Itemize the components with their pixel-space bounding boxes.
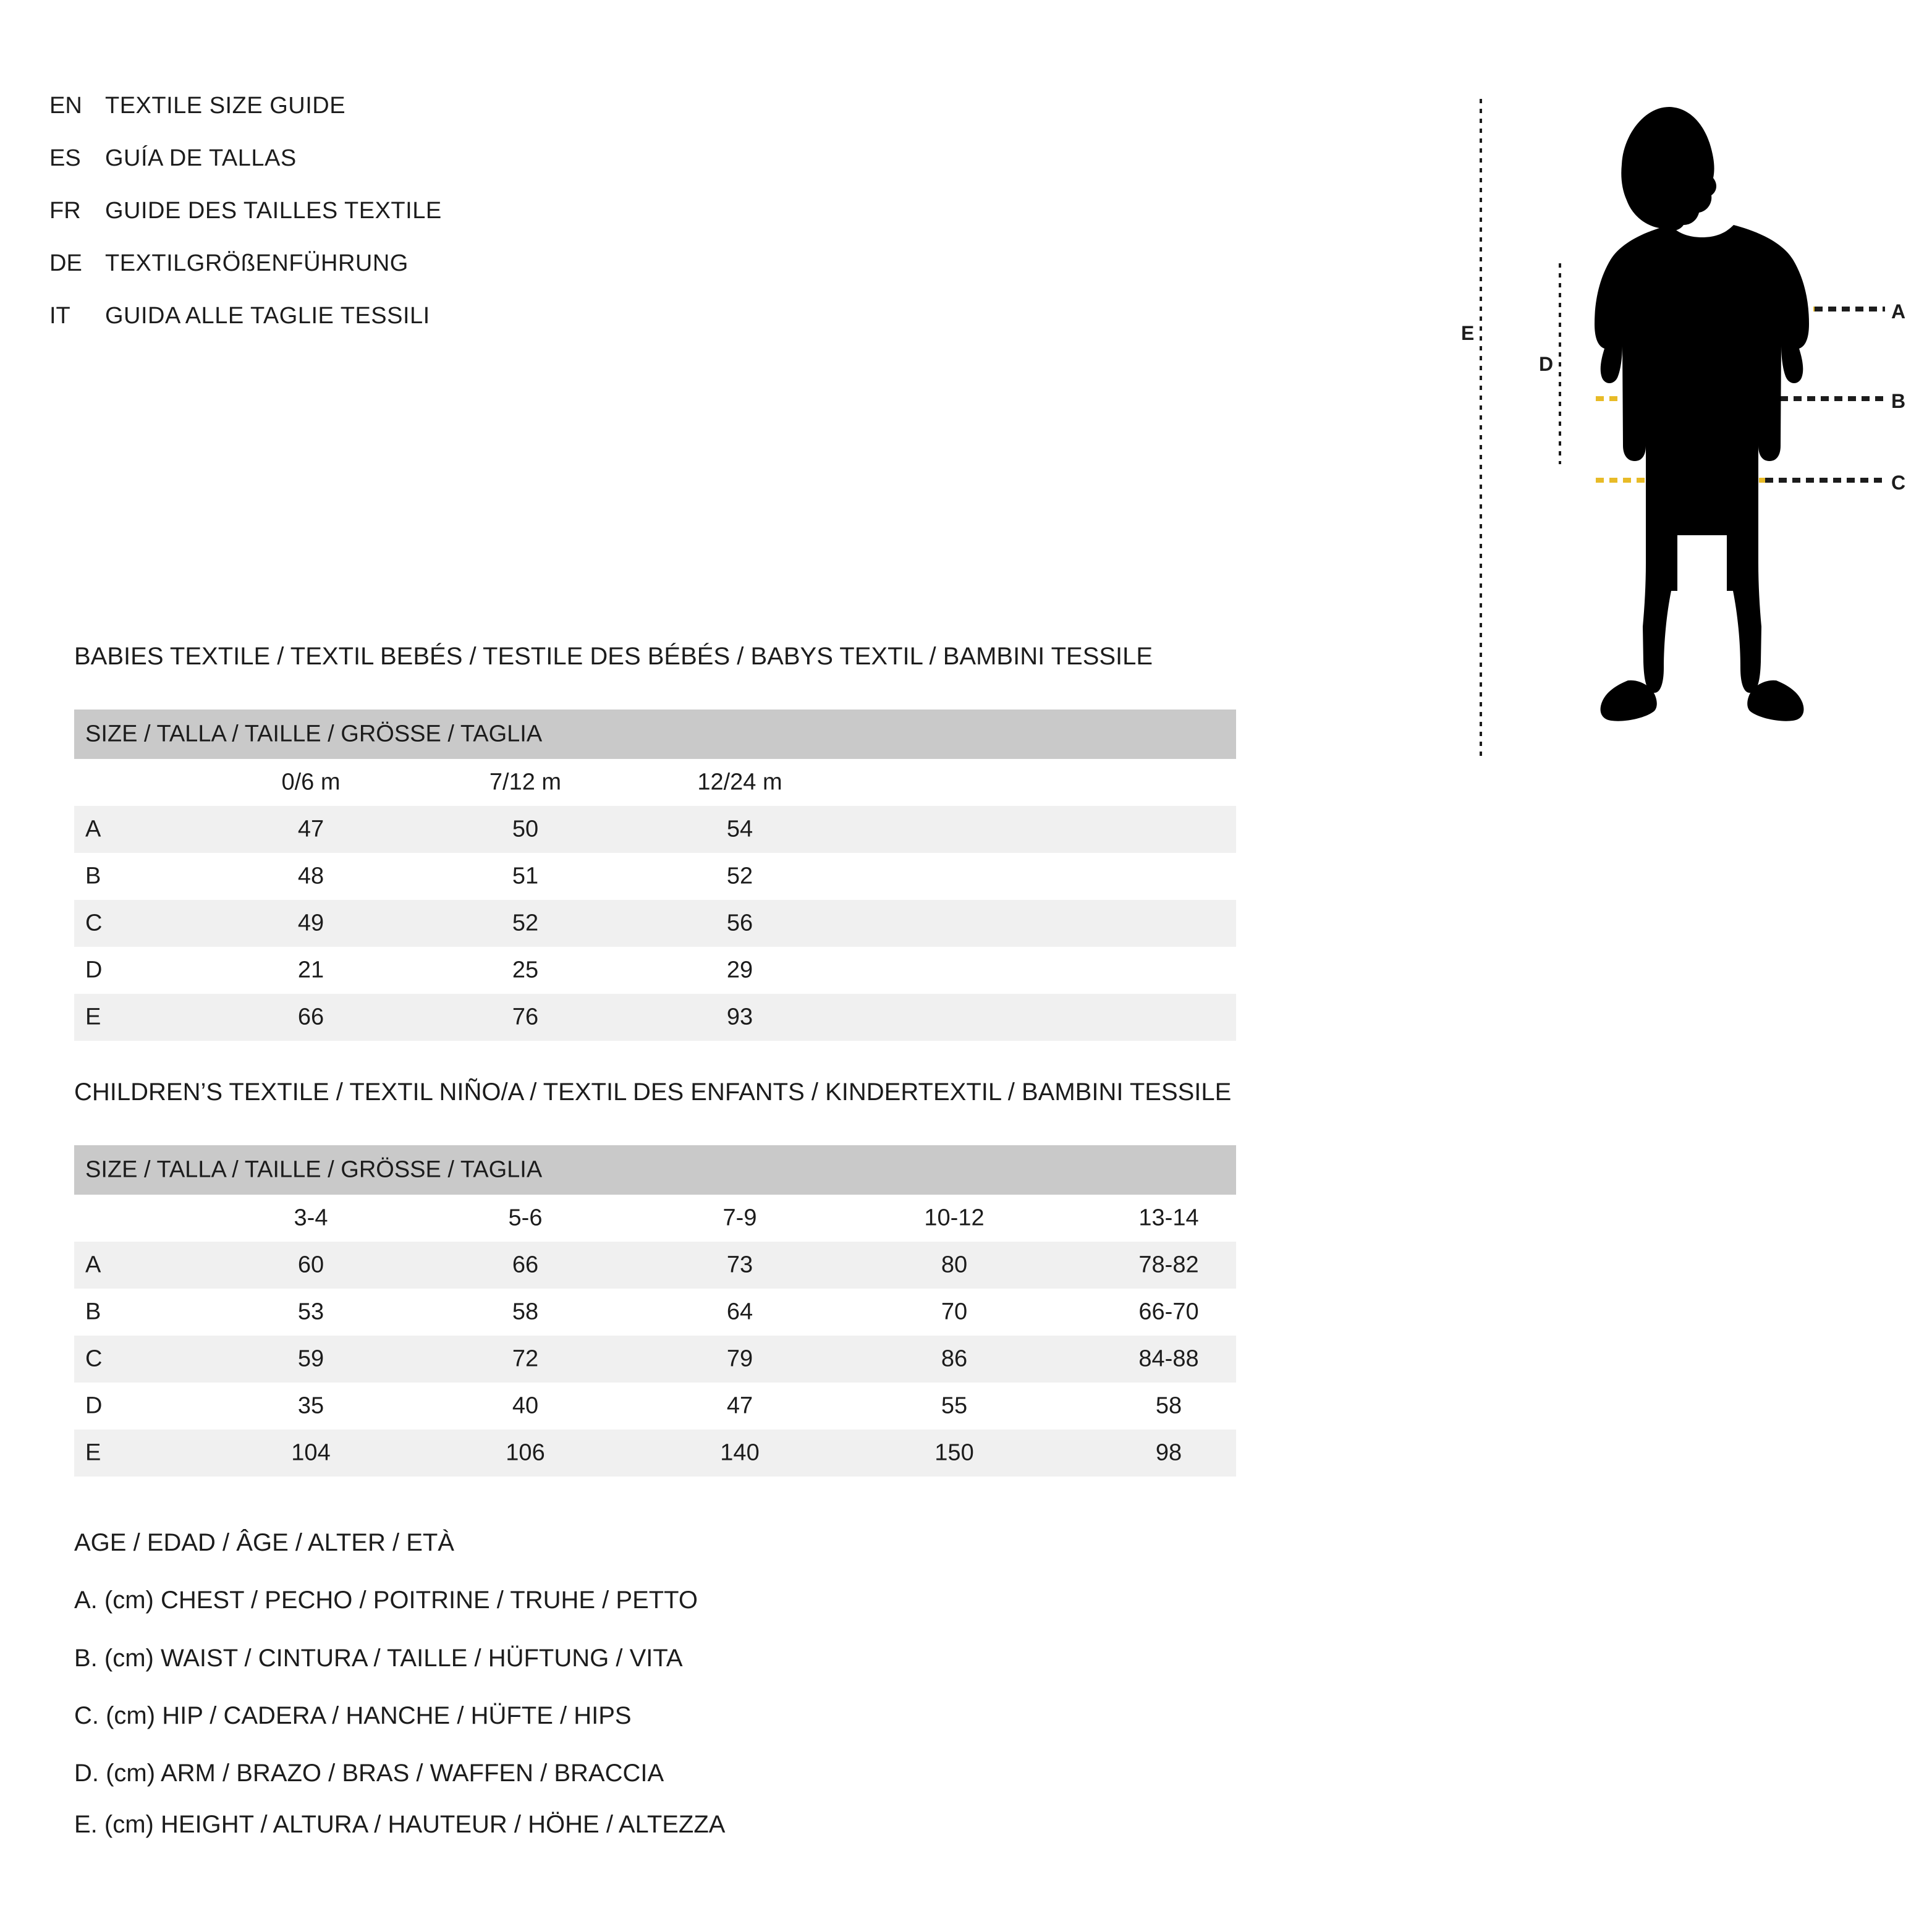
svg-text:B: B [1891, 390, 1905, 412]
svg-text:E: E [1461, 322, 1474, 344]
svg-text:C: C [1891, 472, 1905, 494]
svg-text:A: A [1891, 300, 1905, 323]
svg-text:D: D [1539, 353, 1553, 375]
